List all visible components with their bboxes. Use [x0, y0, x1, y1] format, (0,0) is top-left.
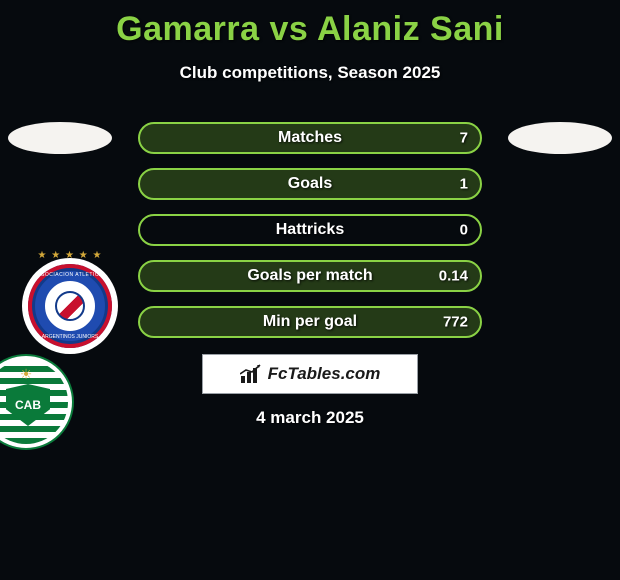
stat-row: Goals per match 0.14	[138, 260, 482, 292]
brand-text: FcTables.com	[268, 364, 381, 384]
stat-row: Min per goal 772	[138, 306, 482, 338]
subtitle: Club competitions, Season 2025	[0, 63, 620, 83]
stat-label: Hattricks	[276, 221, 344, 239]
bar-chart-icon	[240, 364, 264, 384]
brand-box: FcTables.com	[202, 354, 418, 394]
stars-icon: ★ ★ ★ ★ ★	[22, 250, 118, 261]
stat-label: Min per goal	[263, 313, 357, 331]
page-title: Gamarra vs Alaniz Sani	[0, 0, 620, 49]
stat-value-right: 1	[460, 176, 468, 193]
stat-label: Matches	[278, 129, 342, 147]
stat-value-right: 0.14	[439, 268, 468, 285]
stat-row: Goals 1	[138, 168, 482, 200]
badge-text-top: ASOCIACION ATLETICA	[22, 272, 118, 278]
player-photo-left	[8, 122, 112, 154]
stat-row: Matches 7	[138, 122, 482, 154]
stat-list: Matches 7 Goals 1 Hattricks 0 Goals per match 0…	[138, 122, 482, 352]
stat-label: Goals per match	[247, 267, 372, 285]
stat-value-right: 0	[460, 222, 468, 239]
stat-row: Hattricks 0	[138, 214, 482, 246]
badge-text-bottom: ARGENTINOS JUNIORS	[22, 334, 118, 340]
infographic-root: Gamarra vs Alaniz Sani Club competitions…	[0, 0, 620, 580]
club-badge-left: ★ ★ ★ ★ ★ ASOCIACION ATLETICA ARGENTINOS…	[22, 258, 118, 354]
club-badge-right: ☀ CAB	[0, 354, 74, 450]
date-text: 4 march 2025	[0, 408, 620, 428]
stat-value-right: 772	[443, 314, 468, 331]
player-photo-right	[508, 122, 612, 154]
stat-label: Goals	[288, 175, 332, 193]
stat-value-right: 7	[460, 130, 468, 147]
sun-icon: ☀	[20, 366, 33, 383]
